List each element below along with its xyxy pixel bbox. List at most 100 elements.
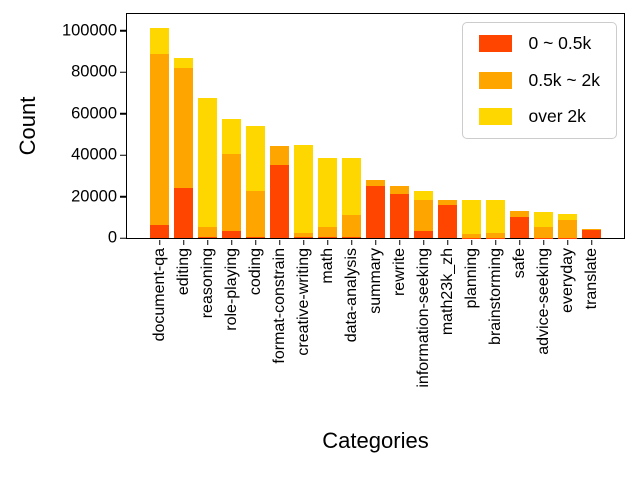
segment-over2k bbox=[222, 118, 241, 154]
segment-0~0.5k bbox=[246, 237, 265, 238]
x-tick-label: document-qa bbox=[150, 248, 168, 342]
x-tick-label: everyday bbox=[558, 248, 576, 313]
y-tick-mark bbox=[120, 195, 126, 198]
bar-role-playing: role-playing bbox=[222, 14, 241, 331]
segment-0~0.5k bbox=[342, 236, 361, 238]
x-tick-label: safe bbox=[510, 248, 528, 279]
x-tick-label: rewrite bbox=[390, 248, 408, 297]
segment-0~0.5k bbox=[582, 230, 601, 238]
legend-swatch-red bbox=[479, 35, 513, 53]
segment-0.5k~2k bbox=[438, 200, 457, 206]
legend-item-0-0.5k: 0 ~ 0.5k bbox=[479, 34, 600, 53]
segment-over2k bbox=[558, 213, 577, 221]
y-tick-mark bbox=[120, 71, 126, 73]
segment-0.5k~2k bbox=[558, 220, 577, 238]
bar-planning: planning bbox=[462, 14, 481, 309]
segment-0~0.5k bbox=[150, 224, 169, 238]
segment-0~0.5k bbox=[414, 230, 433, 238]
segment-0~0.5k bbox=[294, 237, 313, 238]
segment-0~0.5k bbox=[222, 231, 241, 238]
x-tick-label: translate bbox=[582, 248, 600, 310]
bar-format-constrain: format-constrain bbox=[270, 14, 289, 364]
x-tick-label: format-constrain bbox=[270, 248, 288, 364]
legend-swatch-yellow bbox=[479, 108, 513, 126]
segment-over2k bbox=[462, 200, 481, 234]
x-tick-label: data-analysis bbox=[342, 248, 360, 343]
legend-label: 0.5k ~ 2k bbox=[528, 69, 600, 90]
y-tick-label: 60000 bbox=[71, 104, 117, 123]
segment-0~0.5k bbox=[438, 205, 457, 238]
segment-0~0.5k bbox=[510, 217, 529, 238]
segment-0.5k~2k bbox=[366, 180, 385, 186]
bar-editing: editing bbox=[174, 14, 193, 295]
x-tick-label: creative-writing bbox=[294, 248, 312, 356]
bar-safe: safe bbox=[510, 14, 529, 278]
segment-0.5k~2k bbox=[246, 190, 265, 238]
legend-label: over 2k bbox=[528, 106, 586, 126]
segment-0.5k~2k bbox=[174, 67, 193, 189]
x-tick-label: editing bbox=[174, 248, 192, 296]
y-tick-label: 80000 bbox=[71, 62, 117, 81]
segment-0.5k~2k bbox=[582, 228, 601, 231]
y-tick-mark bbox=[120, 112, 126, 115]
bar-creative-writing: creative-writing bbox=[294, 14, 313, 356]
x-tick-label: role-playing bbox=[222, 248, 240, 331]
segment-0.5k~2k bbox=[390, 186, 409, 195]
bar-brainstorming: brainstorming bbox=[486, 14, 505, 345]
x-tick-label: summary bbox=[366, 248, 384, 314]
segment-0.5k~2k bbox=[270, 145, 289, 165]
segment-0.5k~2k bbox=[198, 227, 217, 237]
bars-container: document-qa editing reasoning role-playing c… bbox=[127, 14, 624, 388]
bar-math: math bbox=[318, 14, 337, 284]
legend-item-over-2k: over 2k bbox=[479, 106, 600, 126]
segment-over2k bbox=[294, 145, 313, 233]
segment-over2k bbox=[198, 98, 217, 228]
x-tick-label: coding bbox=[246, 248, 264, 296]
y-tick-label: 0 bbox=[107, 228, 117, 247]
bar-document-qa: document-qa bbox=[150, 14, 169, 341]
segment-over2k bbox=[174, 57, 193, 68]
bar-reasoning: reasoning bbox=[198, 14, 217, 318]
segment-0~0.5k bbox=[270, 164, 289, 238]
bar-advice-seeking: advice-seeking bbox=[534, 14, 553, 355]
x-tick-label: planning bbox=[462, 248, 480, 309]
x-axis-title: Categories bbox=[322, 428, 429, 453]
x-tick-label: advice-seeking bbox=[534, 248, 552, 355]
segment-over2k bbox=[486, 199, 505, 233]
segment-over2k bbox=[150, 27, 169, 55]
segment-over2k bbox=[318, 157, 337, 228]
bar-math23k_zh: math23k_zh bbox=[438, 14, 457, 335]
segment-0.5k~2k bbox=[534, 226, 553, 238]
segment-0.5k~2k bbox=[462, 233, 481, 238]
x-tick-label: brainstorming bbox=[486, 248, 504, 345]
legend-item-0.5k-2k: 0.5k ~ 2k bbox=[479, 69, 600, 90]
y-tick-mark bbox=[120, 29, 126, 32]
y-tick-label: 40000 bbox=[71, 145, 117, 164]
segment-0.5k~2k bbox=[294, 232, 313, 238]
segment-0~0.5k bbox=[174, 188, 193, 238]
segment-0.5k~2k bbox=[342, 215, 361, 237]
segment-0.5k~2k bbox=[510, 210, 529, 218]
x-tick-label: information-seeking bbox=[414, 248, 432, 388]
segment-over2k bbox=[342, 158, 361, 215]
y-tick-label: 20000 bbox=[71, 187, 117, 206]
bar-rewrite: rewrite bbox=[390, 14, 409, 296]
bar-data-analysis: data-analysis bbox=[342, 14, 361, 342]
y-tick-mark bbox=[120, 154, 126, 156]
x-tick-label: math23k_zh bbox=[438, 248, 456, 336]
legend: 0 ~ 0.5k 0.5k ~ 2k over 2k bbox=[462, 22, 617, 139]
segment-0~0.5k bbox=[366, 185, 385, 238]
segment-0.5k~2k bbox=[222, 153, 241, 232]
segment-0.5k~2k bbox=[150, 54, 169, 225]
y-tick-mark bbox=[120, 237, 126, 239]
segment-0~0.5k bbox=[318, 236, 337, 238]
plot-area: document-qa editing reasoning role-playing c… bbox=[62, 13, 625, 388]
segment-0.5k~2k bbox=[486, 232, 505, 238]
segment-0~0.5k bbox=[198, 236, 217, 238]
segment-0.5k~2k bbox=[414, 199, 433, 231]
bar-information-seeking: information-seeking bbox=[414, 14, 433, 388]
segment-0.5k~2k bbox=[318, 227, 337, 237]
segment-0~0.5k bbox=[390, 194, 409, 238]
segment-over2k bbox=[414, 190, 433, 200]
